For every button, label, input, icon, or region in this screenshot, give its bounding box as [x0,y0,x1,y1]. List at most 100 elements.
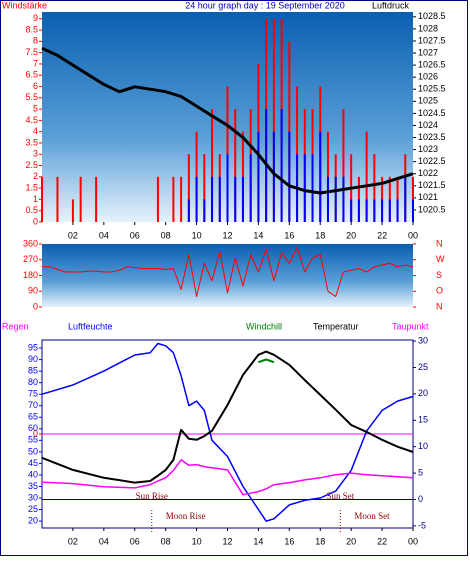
bar [195,176,198,222]
sun-event: Sun Set [326,491,354,501]
y2-tick-label: 1028.5 [418,11,446,21]
x-tick-label: 12 [222,230,232,240]
bar [365,131,368,222]
y2-axis-title: Luftdruck [372,0,410,10]
bar [280,109,283,222]
y-tick-label: 2 [33,171,38,181]
legend-label: Luftfeuchte [68,321,113,331]
y-tick-label: 7.5 [25,47,38,57]
bar [342,176,345,222]
y-tick-label: 90 [28,354,38,364]
bar [388,199,391,222]
bar [373,199,376,222]
y2-tick-label: 1024 [418,120,438,130]
y2-tick-label: 15 [418,415,428,425]
x-tick-label: 00 [408,230,418,240]
y2-tick-label: 1023.5 [418,132,446,142]
series-line [41,350,414,484]
bar [365,199,368,222]
y-tick-label: 60 [28,423,38,433]
y2-tick-label: 1025.5 [418,84,446,94]
bar [272,18,275,222]
bar [172,176,175,222]
bar [218,176,221,222]
bar [342,109,345,222]
series-line [41,342,414,522]
y2-tick-label: 1027.5 [418,35,446,45]
x-tick-label: 16 [284,536,294,546]
legend-label: Windchill [246,321,282,331]
bar [404,176,407,222]
bar [180,176,183,222]
moon-event: Moon Rise [166,511,206,521]
y-tick-label: 65 [28,412,38,422]
moon-event: Moon Set [354,511,390,521]
y-tick-label: 85 [28,366,38,376]
bar [203,199,206,222]
bar [334,176,337,222]
bar [211,176,214,222]
y2-tick-label: N [436,301,443,311]
bar [272,131,275,222]
y-axis-title: Windstärke [2,0,47,10]
bar [226,154,229,222]
y-tick-label: 0.5 [25,205,38,215]
x-tick-label: 04 [99,230,109,240]
y2-tick-label: 25 [418,362,428,372]
y2-tick-label: 1023 [418,144,438,154]
bar [373,154,376,222]
x-tick-label: 18 [315,230,325,240]
y-tick-label: 95 [28,342,38,352]
y2-tick-label: 5 [418,467,423,477]
y2-tick-label: 1025 [418,96,438,106]
sun-event: Sun Rise [136,491,168,501]
y-tick-label: 8 [33,36,38,46]
x-tick-label: 08 [161,230,171,240]
y-tick-label: 360 [23,238,38,248]
x-tick-label: 22 [377,230,387,240]
bar [241,176,244,222]
bar [381,199,384,222]
y2-tick-label: 1022.5 [418,156,446,166]
bar [71,199,74,222]
y-tick-label: 7 [33,58,38,68]
y2-tick-label: 1021.5 [418,180,446,190]
chart-title: 24 hour graph day : 19 September 2020 [185,0,345,10]
bar [288,131,291,222]
bar [234,109,237,222]
bar [226,86,229,222]
x-tick-label: 04 [99,536,109,546]
y2-tick-label: W [436,254,445,264]
y-tick-label: 1.5 [25,183,38,193]
y-tick-label: 5 [33,103,38,113]
y-tick-label: 4.5 [25,115,38,125]
bar [211,109,214,222]
y2-tick-label: 10 [418,441,428,451]
bar [187,154,190,222]
bar [187,199,190,222]
bar [257,131,260,222]
legend-label: Regen [2,321,29,331]
bar [156,176,159,222]
y2-tick-label: 1028 [418,23,438,33]
y-tick-label: 0 [33,301,38,311]
y-tick-label: 45 [28,458,38,468]
plot-background [42,244,413,307]
y-tick-label: 20 [28,515,38,525]
y-tick-label: 6 [33,81,38,91]
bar [296,86,299,222]
x-tick-label: 18 [315,536,325,546]
bar [319,131,322,222]
y2-tick-label: -5 [418,520,426,530]
y-tick-label: 9 [33,13,38,23]
y-tick-label: 75 [28,389,38,399]
bar [350,199,353,222]
x-tick-label: 14 [253,536,263,546]
y-tick-label: 30 [28,492,38,502]
legend-label: Temperatur [313,321,359,331]
bar [95,176,98,222]
y-tick-label: 3 [33,149,38,159]
y2-tick-label: 1026 [418,72,438,82]
y2-tick-label: 1026.5 [418,59,446,69]
